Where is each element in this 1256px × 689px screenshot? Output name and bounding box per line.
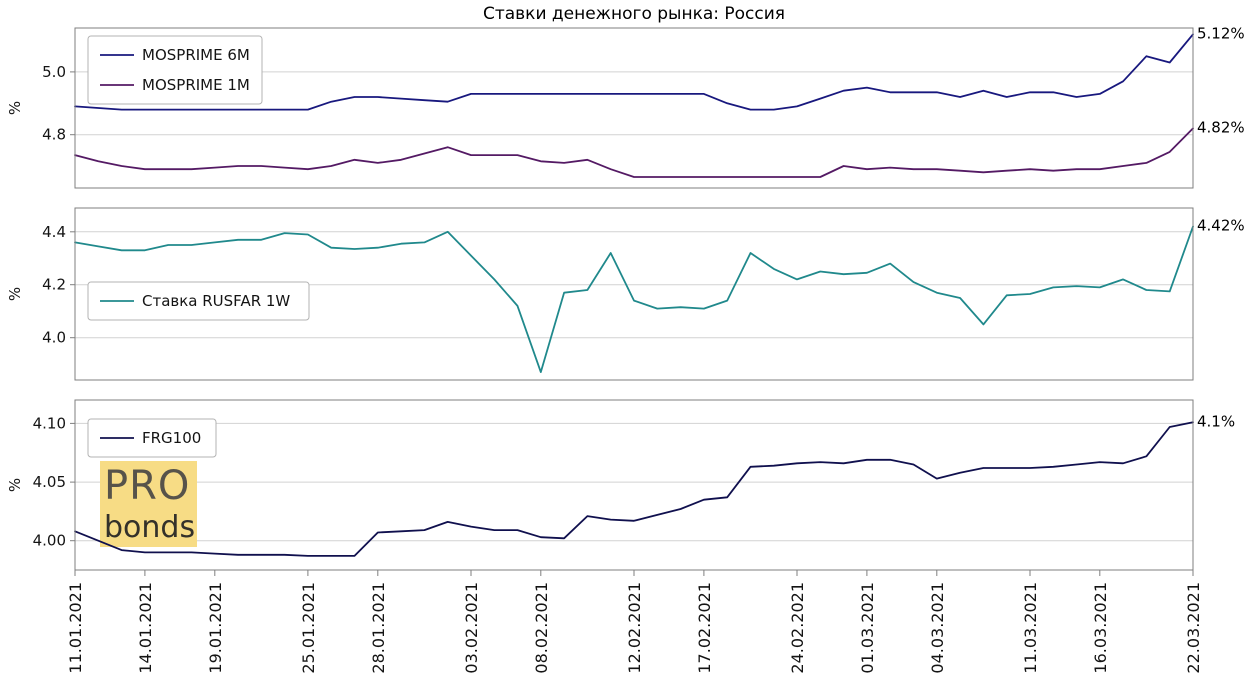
subplot-1: 4.0 4.2 4.4% 4.42% Ставка RUSFAR 1W bbox=[6, 207, 1245, 381]
x-tick-label: 25.01.2021 bbox=[299, 582, 318, 674]
y-tick-label: 4.8 bbox=[42, 126, 66, 144]
y-axis-label: % bbox=[6, 478, 24, 492]
legend-box bbox=[87, 35, 263, 105]
y-axis-label: % bbox=[6, 101, 24, 115]
probonds-watermark-bonds: bonds bbox=[104, 510, 195, 545]
series-line-rusfar_1w bbox=[74, 225, 1194, 374]
x-tick-label: 19.01.2021 bbox=[206, 582, 225, 674]
x-tick-label: 16.03.2021 bbox=[1091, 582, 1110, 674]
y-tick-label: 4.4 bbox=[42, 223, 66, 241]
x-tick-label: 12.02.2021 bbox=[625, 582, 644, 674]
plot-border bbox=[74, 207, 1194, 381]
series-line-mosprime_1m bbox=[74, 127, 1194, 178]
figure-title: Ставки денежного рынка: Россия bbox=[483, 4, 785, 24]
y-tick-label: 5.0 bbox=[42, 63, 66, 81]
plot-border bbox=[74, 399, 1194, 571]
series-line-frg100 bbox=[74, 421, 1194, 557]
x-tick-label: 04.03.2021 bbox=[928, 582, 947, 674]
y-tick-label: 4.0 bbox=[42, 329, 66, 347]
y-tick-label: 4.00 bbox=[33, 532, 66, 550]
legend-label: MOSPRIME 1M bbox=[142, 76, 250, 94]
subplot-0: 4.8 5.0% 5.12% 4.82% MOSPRIME 6M MOSPRIME 1M bbox=[6, 24, 1245, 189]
legend-label: FRG100 bbox=[142, 429, 201, 447]
legend-box bbox=[87, 281, 310, 321]
value-annotation: 4.82% bbox=[1197, 118, 1245, 136]
y-tick-label: 4.2 bbox=[42, 276, 66, 294]
x-tick-label: 22.03.2021 bbox=[1184, 582, 1203, 674]
x-tick-label: 14.01.2021 bbox=[136, 582, 155, 674]
legend-box bbox=[87, 418, 217, 458]
x-tick-label: 01.03.2021 bbox=[858, 582, 877, 674]
series-line-mosprime_6m bbox=[74, 33, 1194, 111]
x-tick-label: 24.02.2021 bbox=[788, 582, 807, 674]
x-tick-label: 08.02.2021 bbox=[532, 582, 551, 674]
x-tick-label: 03.02.2021 bbox=[462, 582, 481, 674]
legend-label: Ставка RUSFAR 1W bbox=[142, 292, 290, 310]
legend-label: MOSPRIME 6M bbox=[142, 46, 250, 64]
x-tick-label: 28.01.2021 bbox=[369, 582, 388, 674]
value-annotation: 4.42% bbox=[1197, 217, 1245, 235]
plot-border bbox=[74, 27, 1194, 189]
y-tick-label: 4.05 bbox=[33, 473, 66, 491]
y-axis-label: % bbox=[6, 287, 24, 301]
probonds-watermark-pro: PRO bbox=[104, 463, 190, 509]
y-tick-label: 4.10 bbox=[33, 414, 66, 432]
x-tick-label: 17.02.2021 bbox=[695, 582, 714, 674]
value-annotation: 5.12% bbox=[1197, 24, 1245, 42]
x-tick-label: 11.01.2021 bbox=[66, 582, 85, 674]
value-annotation: 4.1% bbox=[1197, 412, 1235, 430]
probonds-watermark-bg bbox=[100, 461, 197, 547]
x-tick-label: 11.03.2021 bbox=[1021, 582, 1040, 674]
